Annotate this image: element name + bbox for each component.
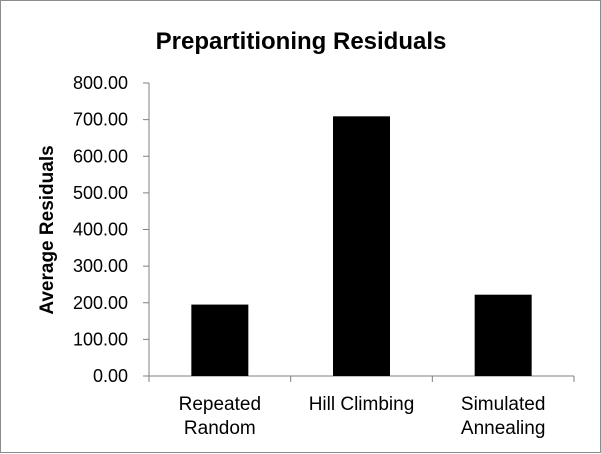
y-tick-label: 800.00 [73,73,128,93]
x-category-label: Annealing [461,418,546,439]
y-tick-label: 600.00 [73,146,128,166]
y-tick-labels: 0.00 100.00 200.00 300.00 400.00 500.00 600.00… [73,73,128,386]
x-category-labels: Repeated Random Hill Climbing Simulated Anne… [179,394,546,439]
bar [333,116,390,377]
bar [191,304,249,376]
x-category-label: Hill Climbing [309,394,415,415]
bar [474,294,532,376]
y-tick-label: 0.00 [93,366,128,386]
y-tick-label: 500.00 [73,183,128,203]
chart-title: Prepartitioning Residuals [156,28,447,55]
y-tick-label: 300.00 [73,256,128,276]
y-tick-label: 100.00 [73,329,128,349]
y-axis-label: Average Residuals [37,145,58,314]
y-tick-label: 200.00 [73,293,128,313]
x-category-label: Repeated [179,394,261,415]
y-tick-label: 700.00 [73,110,128,130]
x-category-label: Random [184,418,256,439]
x-category-label: Simulated [461,394,546,415]
y-tick-label: 400.00 [73,220,128,240]
bars [191,116,532,377]
